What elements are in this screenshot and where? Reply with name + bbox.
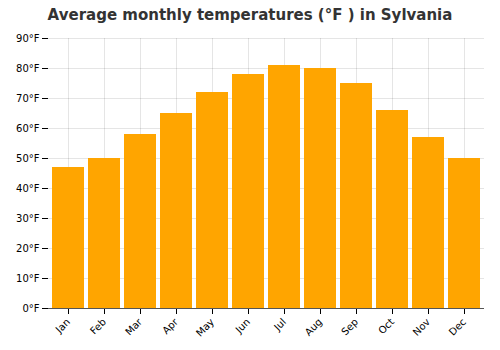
svg-text:30°F: 30°F: [16, 213, 40, 224]
svg-text:80°F: 80°F: [16, 63, 40, 74]
svg-text:40°F: 40°F: [16, 183, 40, 194]
svg-text:0°F: 0°F: [22, 303, 39, 314]
html-text:Average monthly temperatures (: Average monthly temperatures (°F ) in Sy…: [47, 6, 453, 24]
svg-text:Jul: Jul: [271, 316, 288, 333]
svg-text:Nov: Nov: [411, 316, 433, 338]
svg-text:90°F: 90°F: [16, 33, 40, 44]
svg-text:70°F: 70°F: [16, 93, 40, 104]
svg-text:20°F: 20°F: [16, 243, 40, 254]
svg-text:Mar: Mar: [123, 316, 145, 338]
svg-text:Oct: Oct: [376, 316, 396, 336]
svg-text:Feb: Feb: [88, 316, 108, 336]
svg-text:Aug: Aug: [303, 316, 325, 338]
svg-text:50°F: 50°F: [16, 153, 40, 164]
svg-text:Sep: Sep: [339, 316, 360, 337]
svg-text:Jan: Jan: [53, 316, 72, 335]
svg-text:Jun: Jun: [233, 316, 253, 336]
svg-text:Apr: Apr: [160, 316, 181, 337]
svg-text:10°F: 10°F: [16, 273, 40, 284]
svg-text:60°F: 60°F: [16, 123, 40, 134]
svg-text:Dec: Dec: [447, 316, 468, 337]
svg-text:May: May: [194, 316, 216, 338]
